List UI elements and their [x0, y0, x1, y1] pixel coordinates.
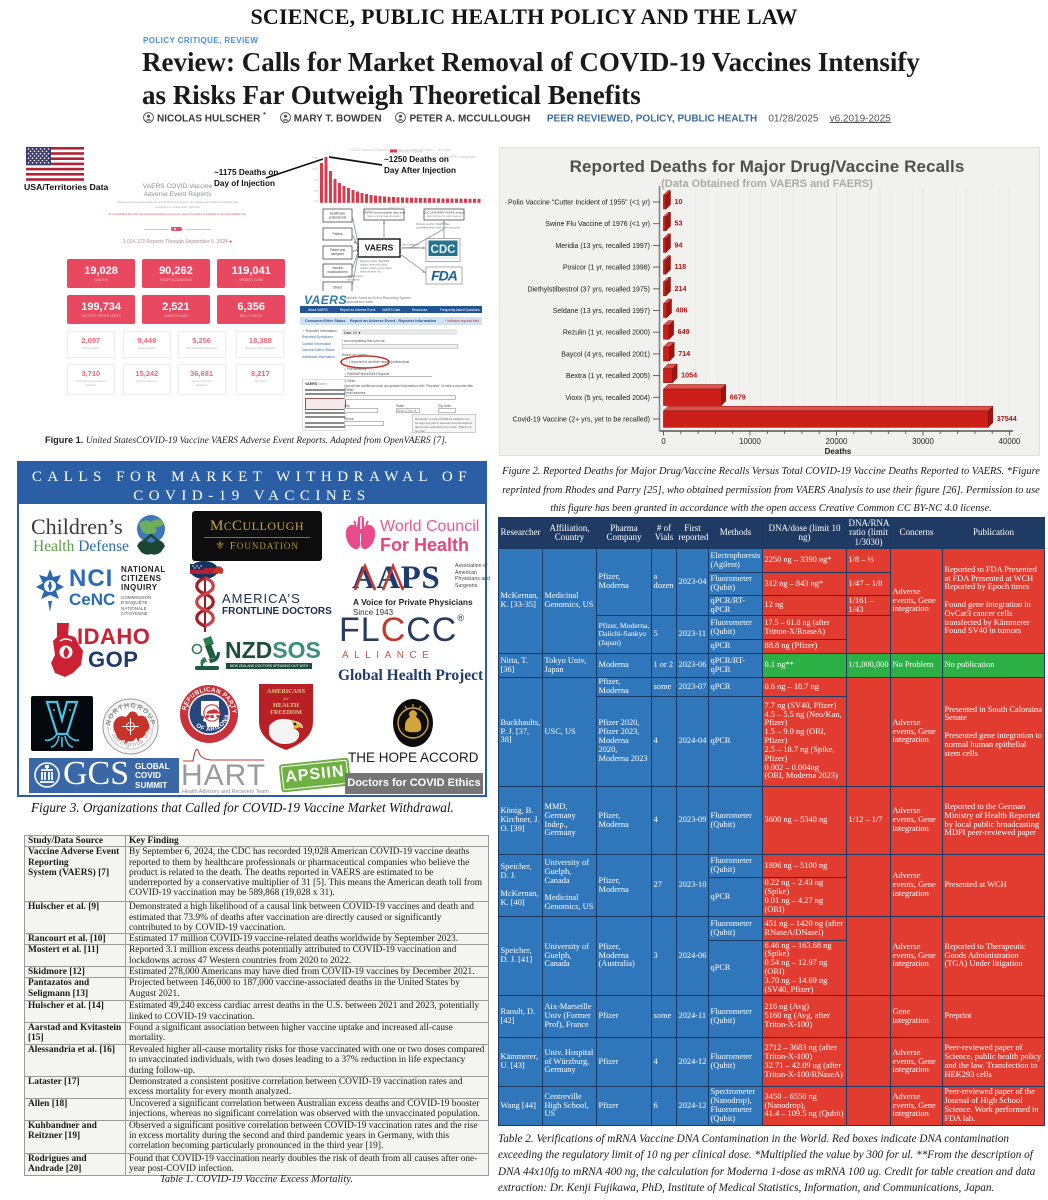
svg-text:VAERS: VAERS — [365, 243, 394, 253]
svg-text:Bextra (1 yr, recalled 2005): Bextra (1 yr, recalled 2005) — [566, 373, 650, 380]
svg-text:(unverified/other information: (unverified/other information removed) — [416, 225, 460, 229]
svg-text:coding, entry into public: coding, entry into public — [360, 263, 388, 267]
svg-text:Polio Vaccine "Cutter Incident: Polio Vaccine "Cutter Incident of 1955" … — [508, 200, 650, 207]
svg-text:death records, etc.: death records, etc. — [360, 270, 382, 274]
svg-text:6679: 6679 — [730, 392, 746, 401]
svg-text:CDC WONDER VAERS search: CDC WONDER VAERS search — [423, 211, 465, 215]
svg-text:Posting monthly VAERS data: Posting monthly VAERS data — [416, 222, 450, 226]
svg-text:(web interface for report quer: (web interface for report queries) — [427, 215, 462, 218]
svg-text:40000: 40000 — [999, 437, 1021, 446]
svg-text:750: 750 — [314, 178, 319, 182]
svg-text:Baycol (4 yrs, recalled 2001): Baycol (4 yrs, recalled 2001) — [561, 351, 650, 358]
svg-text:Non-interactive: Non-interactive — [402, 243, 420, 247]
svg-text:FREEDOM: FREEDOM — [270, 709, 302, 716]
svg-text:53: 53 — [675, 219, 683, 228]
svg-text:release, follow-up on select: release, follow-up on select — [360, 266, 392, 270]
svg-text:VAERS report: VAERS report — [347, 274, 363, 278]
svg-text:caregiver: caregiver — [331, 252, 345, 256]
svg-text:20000: 20000 — [826, 437, 848, 446]
svg-text:Healthcare: Healthcare — [330, 212, 346, 216]
svg-text:118: 118 — [675, 262, 687, 271]
svg-text:Vioxx (5 yrs, recalled 2004): Vioxx (5 yrs, recalled 2004) — [565, 395, 650, 402]
svg-text:10000: 10000 — [739, 437, 761, 446]
svg-text:for: for — [283, 696, 289, 701]
svg-text:AMERICANS: AMERICANS — [267, 688, 306, 695]
svg-text:Posicor (1 yr, recalled 1998): Posicor (1 yr, recalled 1998) — [563, 265, 650, 272]
svg-text:214: 214 — [675, 284, 687, 293]
svg-text:Vaccine: Vaccine — [332, 266, 343, 270]
svg-text:Reports of Death: Reports of Death — [399, 149, 423, 153]
svg-text:FDA: FDA — [431, 268, 458, 284]
svg-text:30000: 30000 — [912, 437, 934, 446]
svg-text:Reports review (MedDRA: Reports review (MedDRA — [360, 259, 390, 263]
svg-text:714: 714 — [678, 349, 690, 358]
svg-text:Patient: Patient — [333, 232, 343, 236]
svg-text:professional: professional — [329, 216, 346, 220]
svg-text:Rezulin (1 yr, recalled 2000): Rezulin (1 yr, recalled 2000) — [563, 330, 650, 337]
svg-text:Diethylstilbestrol (37 yrs, re: Diethylstilbestrol (37 yrs, recalled 197… — [527, 286, 650, 293]
svg-text:1000: 1000 — [312, 167, 318, 171]
svg-text:Covid-19 Vaccine (2+ yrs, yet: Covid-19 Vaccine (2+ yrs, yet to be reca… — [513, 417, 650, 424]
svg-text:250: 250 — [314, 199, 319, 203]
svg-text:37544: 37544 — [997, 414, 1017, 423]
svg-text:649: 649 — [678, 327, 690, 336]
svg-text:CDC: CDC — [431, 244, 456, 256]
svg-text:Others: Others — [333, 286, 343, 290]
svg-text:1054: 1054 — [681, 371, 697, 380]
svg-text:e-mail updates: e-mail updates — [402, 246, 420, 250]
svg-text:Deaths: Deaths — [825, 447, 852, 456]
svg-text:manufacturers: manufacturers — [327, 270, 348, 274]
svg-text:500: 500 — [314, 189, 319, 193]
svg-text:1250: 1250 — [312, 156, 318, 160]
svg-text:Days to Onset: Days to Onset — [388, 205, 407, 209]
svg-text:VAERS downloadable data sets: VAERS downloadable data sets — [363, 211, 406, 215]
svg-text:Parent and: Parent and — [330, 248, 346, 252]
svg-text:Seldane (13 yrs, recalled 1997: Seldane (13 yrs, recalled 1997) — [553, 308, 650, 315]
svg-text:10: 10 — [675, 197, 683, 206]
svg-text:Meridia (13 yrs, recalled 1997: Meridia (13 yrs, recalled 1997) — [555, 243, 650, 250]
svg-text:(after personal data eliminati: (after personal data elimination) — [367, 215, 401, 218]
svg-text:0: 0 — [661, 437, 666, 446]
svg-text:94: 94 — [675, 240, 683, 249]
svg-text:HEALTH: HEALTH — [273, 702, 299, 709]
svg-text:Swine Flu Vaccine of 1976 (<1: Swine Flu Vaccine of 1976 (<1 yr) — [545, 221, 650, 228]
svg-text:406: 406 — [676, 306, 688, 315]
